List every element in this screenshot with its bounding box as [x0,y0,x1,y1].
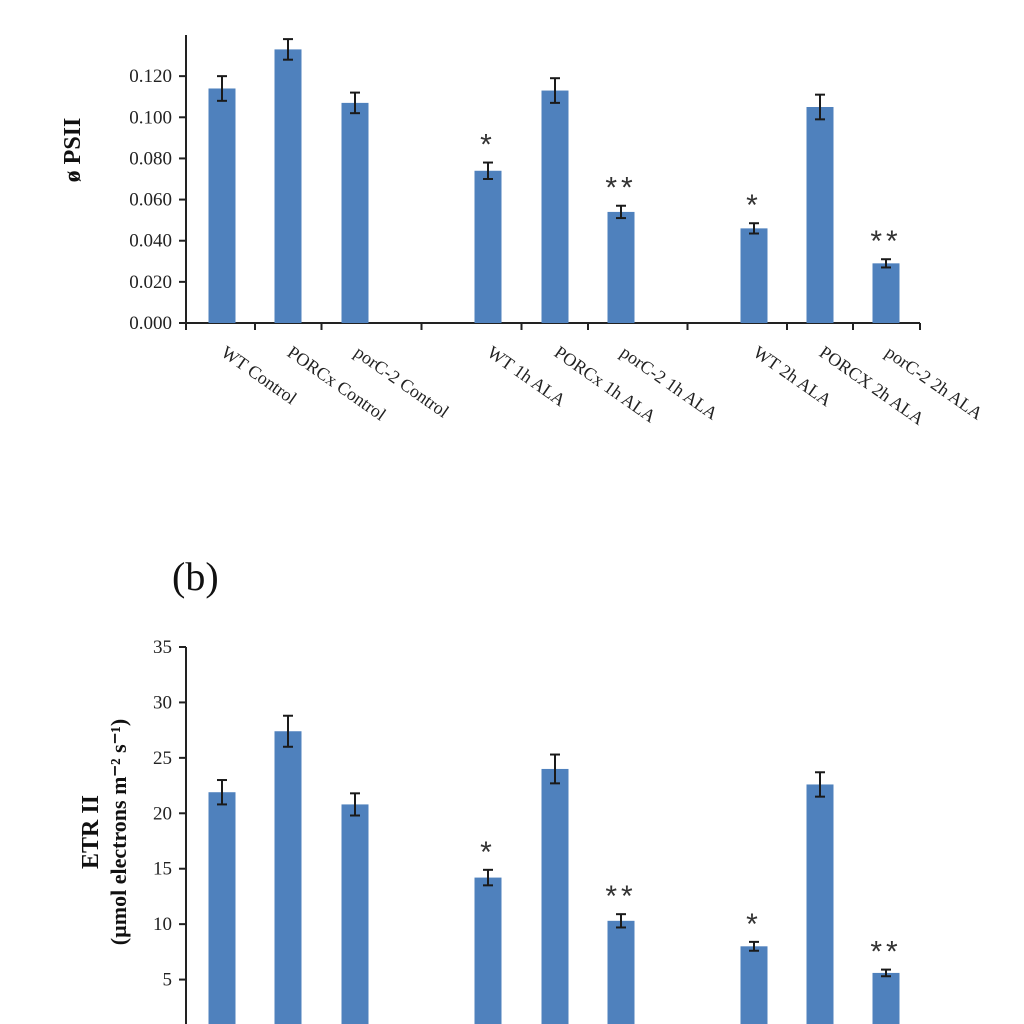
y-tick-label: 0.100 [129,107,172,128]
panel-label-b: (b) [172,554,219,599]
bar [806,784,834,1024]
error-bar [350,792,360,817]
bar [541,90,569,324]
error-bar [616,913,626,929]
y-tick-label: 0.120 [129,66,172,87]
significance-marker: * [746,908,762,941]
bar [607,211,635,323]
y-axis-label-etr-ii: ETR II [78,795,104,869]
bar [872,972,900,1024]
bar [806,107,834,323]
y-axis-label-phi-psii: ø PSII [60,118,86,183]
error-bar [616,204,626,220]
y-tick-label: 5 [163,970,173,991]
significance-marker: * [746,189,762,222]
significance-marker: ** [605,880,636,913]
y-tick-label: 30 [153,692,172,713]
bar [872,263,900,323]
error-bar [283,714,293,748]
y-tick-label: 10 [153,914,172,935]
y-tick-label: 0.080 [129,148,172,169]
bar [740,946,768,1024]
y-tick-label: 15 [153,859,172,880]
error-bar [881,968,891,978]
chart-etr-ii: ETR II (µmol electrons m⁻² s⁻¹) 05101520… [78,637,901,1024]
significance-marker: * [480,836,496,869]
chart-phi-psii: ø PSII 0.000 0.020 0.040 0.060 0.080 0.100 0.1… [60,35,987,429]
error-bar [815,93,825,121]
bar [740,228,768,323]
error-bar [283,38,293,61]
y-axis-label-etr-ii-units: (µmol electrons m⁻² s⁻¹) [106,719,131,945]
error-bar [483,868,493,887]
bar [541,768,569,1024]
error-bar [350,91,360,115]
error-bar [749,940,759,952]
bar [474,170,502,323]
error-bar [217,75,227,102]
significance-marker: * [480,129,496,162]
error-bar [483,161,493,180]
bar [208,88,236,323]
error-bar [815,771,825,798]
bar [274,731,302,1024]
bar [607,920,635,1024]
error-bar [550,753,560,785]
bar [274,49,302,324]
y-tick-label: 25 [153,748,172,769]
bar [208,792,236,1024]
error-bar [749,222,759,235]
significance-marker: ** [870,936,901,969]
significance-marker: ** [870,225,901,258]
y-tick-label: 0.020 [129,272,172,293]
bar [341,804,369,1024]
y-tick-label: 0.000 [129,313,172,334]
error-bar [550,77,560,104]
y-tick-label: 0.040 [129,231,172,252]
bar [341,102,369,323]
error-bar [217,779,227,806]
significance-marker: ** [605,172,636,205]
error-bar [881,258,891,269]
y-tick-label: 35 [153,637,172,658]
y-tick-label: 0.060 [129,190,172,211]
bar [474,877,502,1024]
y-tick-label: 20 [153,803,172,824]
